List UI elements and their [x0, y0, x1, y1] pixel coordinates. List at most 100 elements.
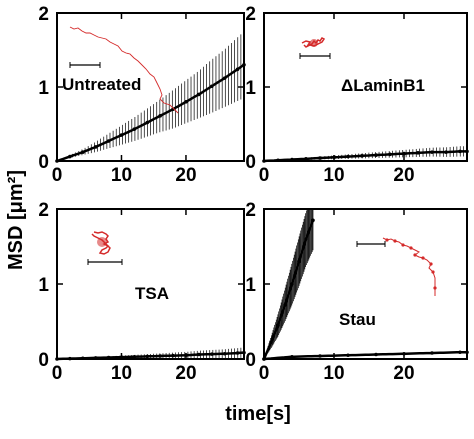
data-point	[106, 139, 111, 143]
x-tick-label: 20	[175, 165, 196, 186]
data-point	[283, 303, 287, 307]
data-point	[402, 351, 406, 356]
data-point	[132, 354, 137, 359]
data-point	[458, 149, 462, 154]
inset-trajectory	[299, 37, 331, 59]
trajectory-dots	[310, 39, 318, 47]
data-point	[360, 154, 364, 158]
x-axis-title: time[s]	[225, 403, 291, 425]
x-tick-label: 10	[323, 363, 344, 384]
data-point	[276, 158, 280, 163]
panel-label-tsa: TSA	[135, 284, 169, 303]
y-tick-label: 1	[245, 78, 256, 99]
panel-laminb1: 0 10 20 0 1 2 ΔLaminB1	[245, 4, 469, 186]
data-point	[458, 350, 462, 355]
data-point	[197, 352, 201, 357]
data-point	[209, 352, 214, 356]
y-tick-label: 0	[245, 350, 256, 371]
x-tick-label: 0	[52, 363, 63, 384]
panel-tsa: 0 10 20 0 1 2 TSA	[38, 200, 246, 384]
y-tick-label: 1	[38, 78, 49, 99]
data-point	[374, 352, 378, 357]
data-point	[119, 355, 124, 359]
data-point	[416, 151, 420, 155]
data-point	[332, 155, 336, 160]
panel-label-untreated: Untreated	[62, 75, 141, 94]
trajectory-dots	[97, 237, 107, 247]
x-tick-label: 0	[259, 363, 270, 384]
data-point	[222, 76, 227, 80]
data-point	[465, 350, 469, 355]
y-tick-label: 1	[38, 275, 49, 296]
panel-stau: 0 10 20 0 1 2 Stau	[245, 200, 469, 384]
data-point	[346, 154, 350, 159]
data-point	[106, 355, 111, 360]
y-tick-label: 0	[38, 350, 49, 371]
data-point	[158, 354, 162, 358]
data-point	[311, 218, 315, 223]
y-tick-label: 2	[245, 200, 256, 221]
panel-untreated: 0 10 20 0 1 2 Untreated	[38, 4, 246, 186]
data-point	[374, 153, 378, 157]
series-line	[263, 351, 467, 361]
data-point	[222, 351, 227, 356]
x-tick-label: 0	[52, 165, 63, 186]
data-point	[262, 357, 266, 361]
x-tick-label: 10	[111, 165, 132, 186]
data-point	[184, 353, 188, 358]
data-point	[93, 356, 98, 360]
data-point	[235, 351, 240, 355]
data-point	[93, 145, 98, 149]
data-point	[304, 156, 308, 161]
trajectory-path	[69, 26, 179, 114]
data-point	[171, 107, 175, 111]
panel-label-stau: Stau	[339, 310, 376, 329]
data-point	[209, 84, 214, 89]
data-point	[55, 357, 59, 361]
data-point	[430, 351, 434, 355]
data-point	[276, 323, 280, 328]
data-point	[197, 92, 201, 97]
y-tick-label: 1	[245, 275, 256, 296]
data-point	[388, 152, 392, 157]
x-tick-label: 20	[393, 165, 414, 186]
inset-trajectory	[69, 26, 179, 114]
x-tick-label: 20	[393, 363, 414, 384]
inset-trajectory	[356, 237, 437, 296]
data-point	[242, 63, 246, 67]
data-point	[80, 150, 85, 154]
data-point	[290, 157, 294, 162]
data-point	[132, 127, 137, 131]
data-point	[171, 353, 175, 358]
data-point	[119, 133, 124, 137]
data-point	[444, 150, 448, 154]
data-point	[402, 151, 406, 156]
trajectory-dots	[385, 238, 437, 290]
x-tick-label: 10	[323, 165, 344, 186]
data-point	[269, 340, 273, 345]
data-point	[145, 354, 150, 359]
x-tick-label: 0	[259, 165, 270, 186]
y-tick-label: 2	[38, 4, 49, 25]
inset-trajectory	[87, 231, 123, 265]
x-tick-label: 20	[175, 363, 196, 384]
data-point	[158, 114, 162, 118]
trajectory-path	[382, 237, 436, 296]
series-line	[262, 219, 315, 360]
x-tick-label: 10	[111, 363, 132, 384]
data-point	[465, 149, 469, 154]
data-point	[318, 354, 322, 358]
data-point	[304, 237, 308, 241]
data-point	[430, 150, 434, 154]
data-point	[235, 67, 240, 72]
data-point	[318, 156, 322, 160]
data-point	[290, 354, 294, 359]
data-point	[68, 356, 72, 361]
data-point	[145, 120, 150, 125]
y-tick-label: 2	[245, 4, 256, 25]
data-point	[184, 100, 188, 104]
y-tick-label: 0	[245, 152, 256, 173]
data-point	[297, 259, 301, 264]
y-tick-label: 0	[38, 152, 49, 173]
